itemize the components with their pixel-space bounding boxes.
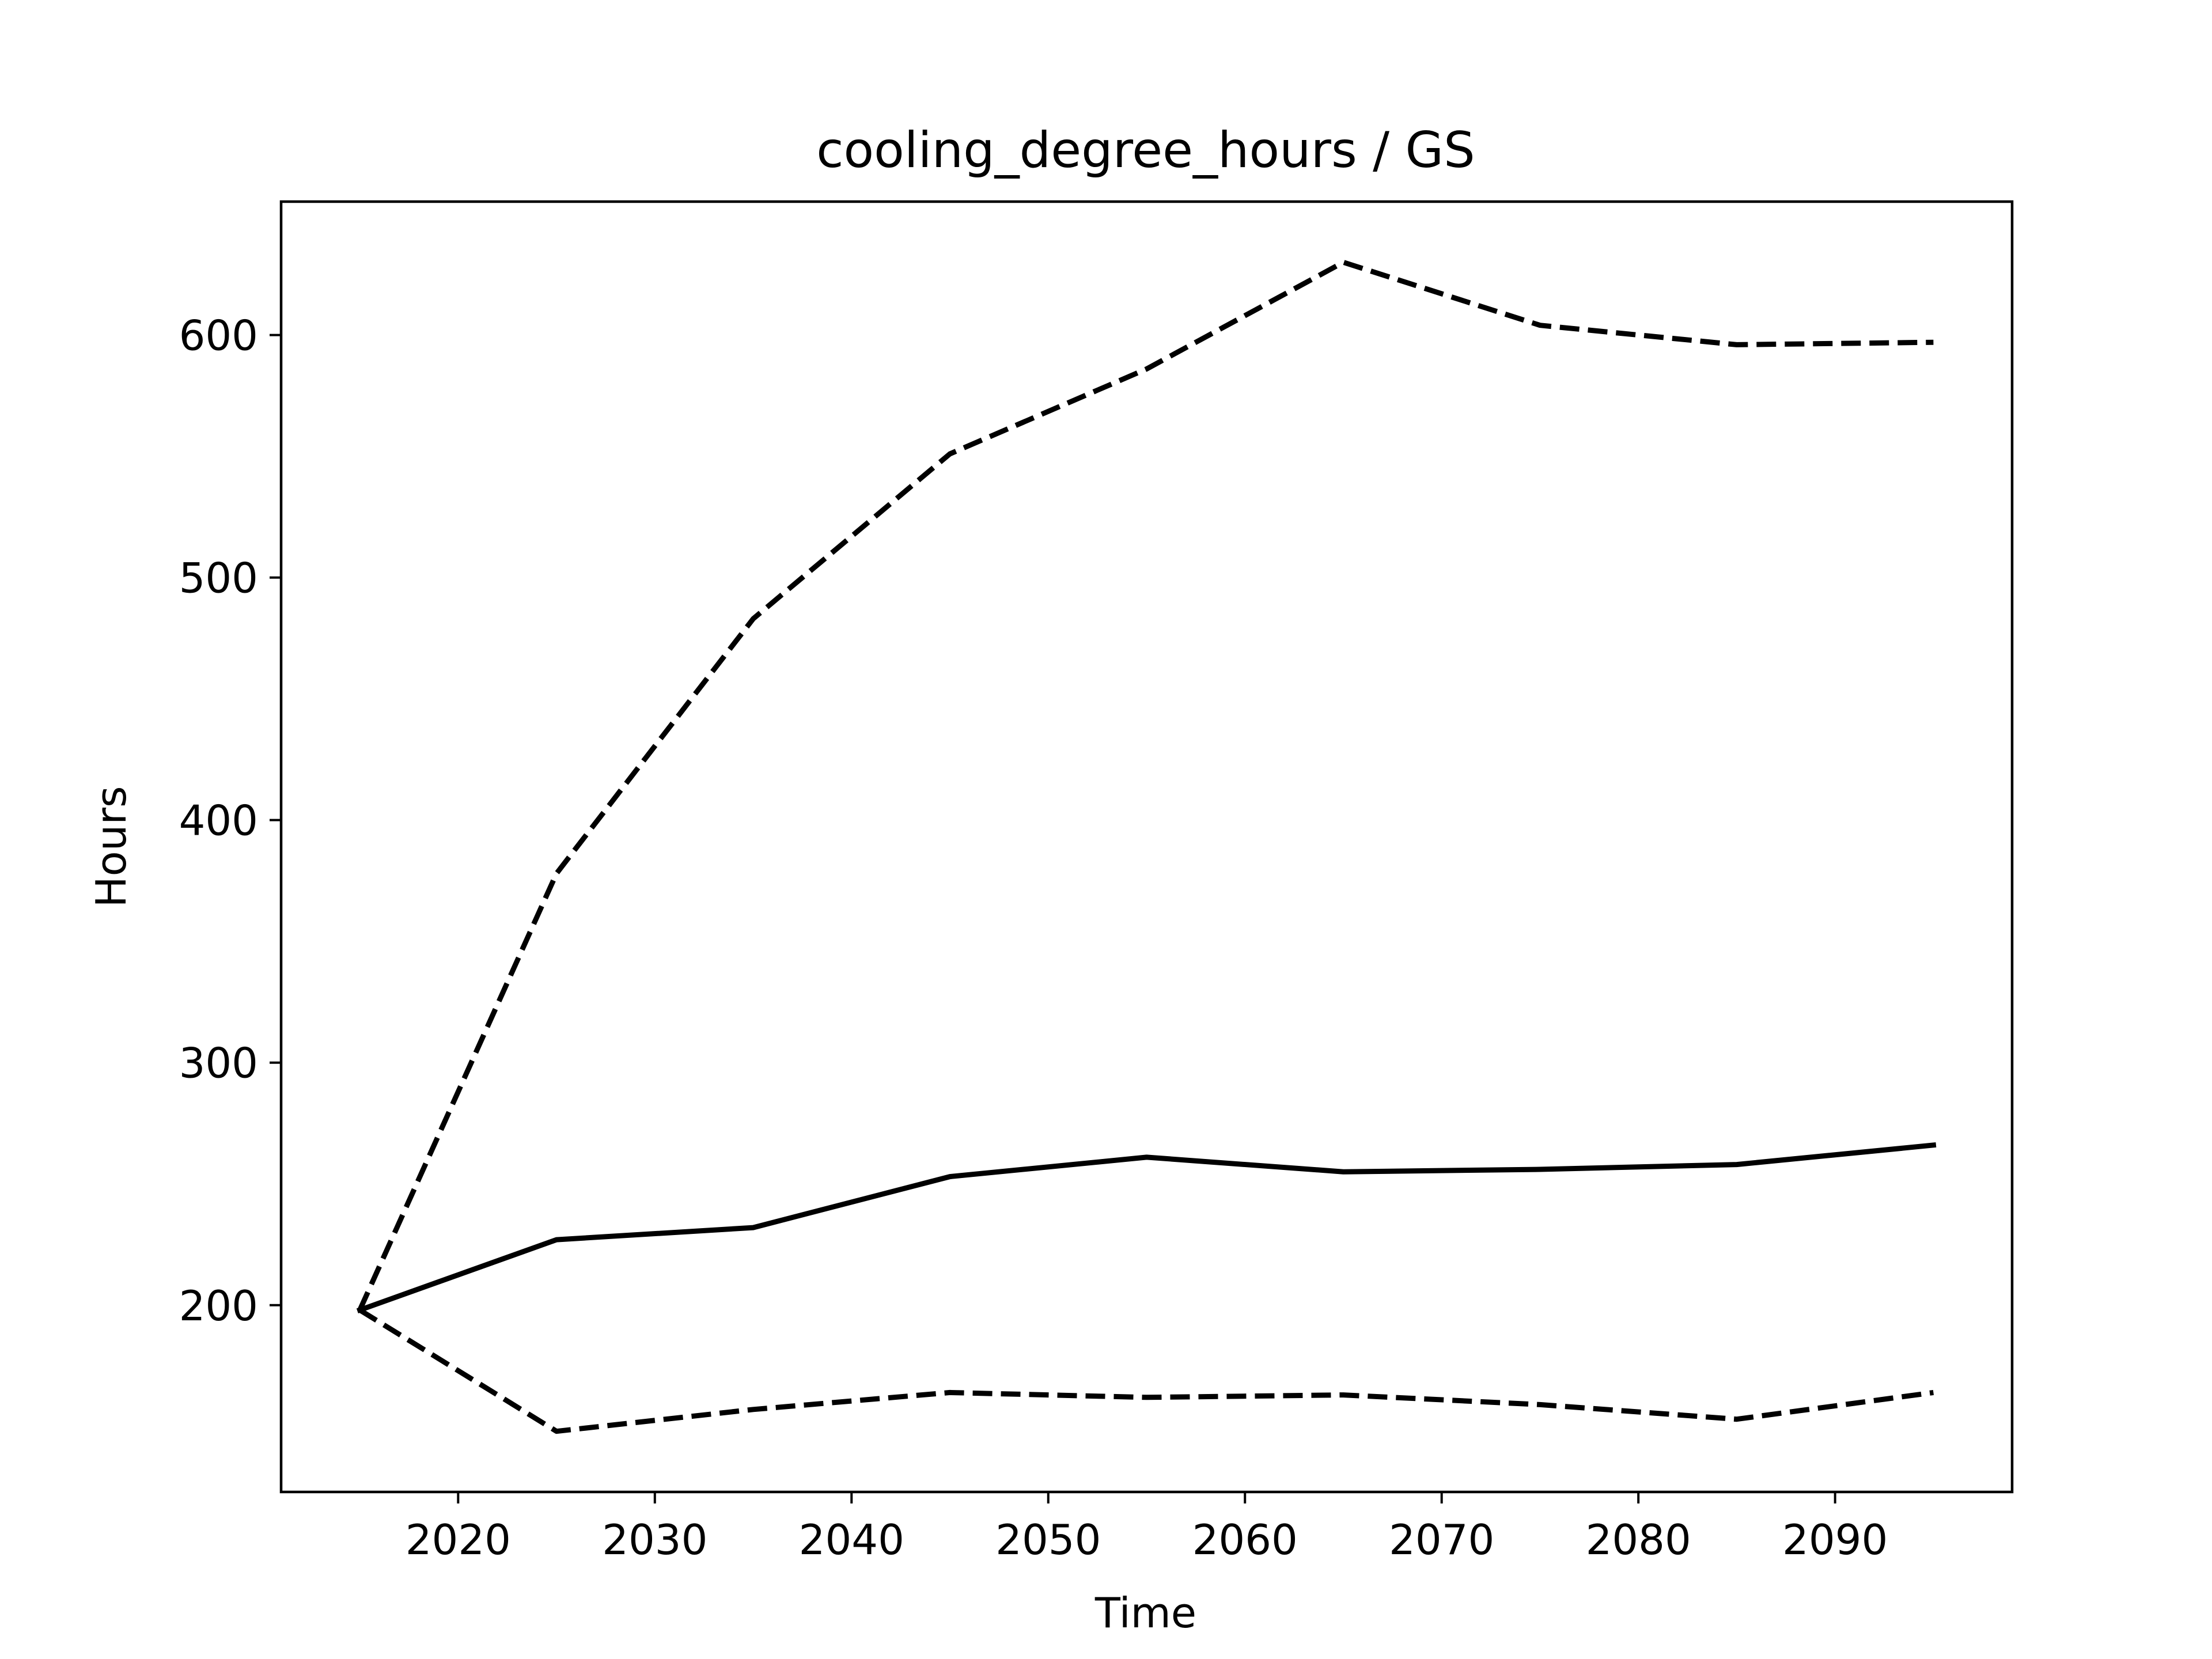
x-tick-label: 2020 bbox=[406, 1516, 511, 1564]
plot-frame bbox=[279, 200, 2014, 1494]
chart-title: cooling_degree_hours / GS bbox=[816, 122, 1475, 179]
y-axis-ticks: 200 300 400 500 600 bbox=[179, 312, 281, 1330]
x-tick-label: 2030 bbox=[602, 1516, 707, 1564]
x-tick-label: 2070 bbox=[1389, 1516, 1494, 1564]
x-tick-label: 2050 bbox=[995, 1516, 1101, 1564]
series-line-3 bbox=[358, 1308, 1934, 1434]
x-tick-label: 2040 bbox=[799, 1516, 904, 1564]
y-tick-label: 300 bbox=[179, 1039, 258, 1088]
series-line-2 bbox=[357, 259, 1934, 1312]
series-line-1 bbox=[356, 1142, 1937, 1313]
series-layer bbox=[356, 259, 1937, 1434]
y-tick-label: 400 bbox=[179, 797, 258, 845]
y-tick-label: 600 bbox=[179, 312, 258, 360]
x-tick-label: 2080 bbox=[1586, 1516, 1691, 1564]
y-tick-label: 200 bbox=[179, 1282, 258, 1330]
x-tick-label: 2090 bbox=[1782, 1516, 1888, 1564]
y-tick-label: 500 bbox=[179, 554, 258, 603]
x-axis-label: Time bbox=[1094, 1589, 1196, 1637]
x-tick-label: 2060 bbox=[1192, 1516, 1298, 1564]
x-axis-ticks: 2020 2030 2040 2050 2060 2070 2080 2090 bbox=[406, 1492, 1888, 1564]
y-axis-label: Hours bbox=[87, 786, 135, 908]
